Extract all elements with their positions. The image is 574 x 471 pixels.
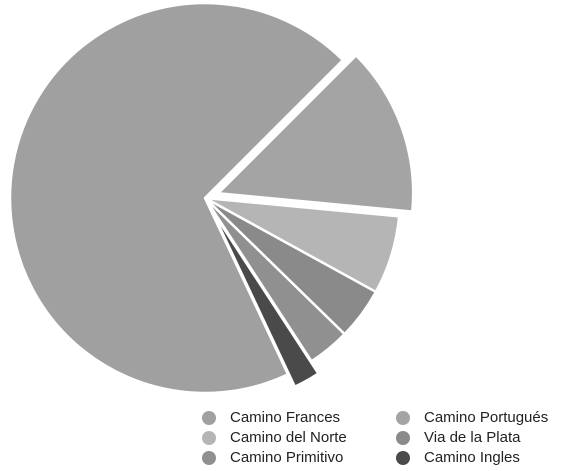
pie-slice-camino-ingles	[210, 208, 320, 388]
legend-swatch-camino-del-norte	[202, 431, 216, 445]
legend-swatch-camino-ingles	[396, 451, 410, 465]
legend-label-camino-ingles: Camino Ingles	[424, 449, 520, 466]
legend-swatch-camino-portugues	[396, 411, 410, 425]
legend-swatch-camino-frances	[202, 411, 216, 425]
legend-item-camino-del-norte: Camino del Norte	[202, 429, 347, 447]
legend-item-camino-portugues: Camino Portugués	[396, 409, 548, 427]
legend-label-camino-del-norte: Camino del Norte	[230, 429, 347, 446]
legend-label-camino-portugues: Camino Portugués	[424, 409, 549, 426]
legend-item-camino-primitivo: Camino Primitivo	[202, 449, 343, 467]
legend-item-camino-ingles: Camino Ingles	[396, 449, 520, 467]
legend-swatch-camino-primitivo	[202, 451, 216, 465]
pie-chart	[8, 1, 415, 395]
legend-label-camino-primitivo: Camino Primitivo	[230, 449, 344, 466]
chart-legend: Camino Frances Camino Portugués Camino d…	[202, 409, 574, 471]
pie-slice-camino-portugues	[216, 54, 415, 213]
legend-item-camino-frances: Camino Frances	[202, 409, 340, 427]
legend-swatch-via-de-la-plata	[396, 431, 410, 445]
legend-item-via-de-la-plata: Via de la Plata	[396, 429, 520, 447]
pie-slice-camino-frances	[8, 1, 345, 395]
legend-label-via-de-la-plata: Via de la Plata	[424, 429, 521, 446]
legend-label-camino-frances: Camino Frances	[230, 409, 341, 426]
